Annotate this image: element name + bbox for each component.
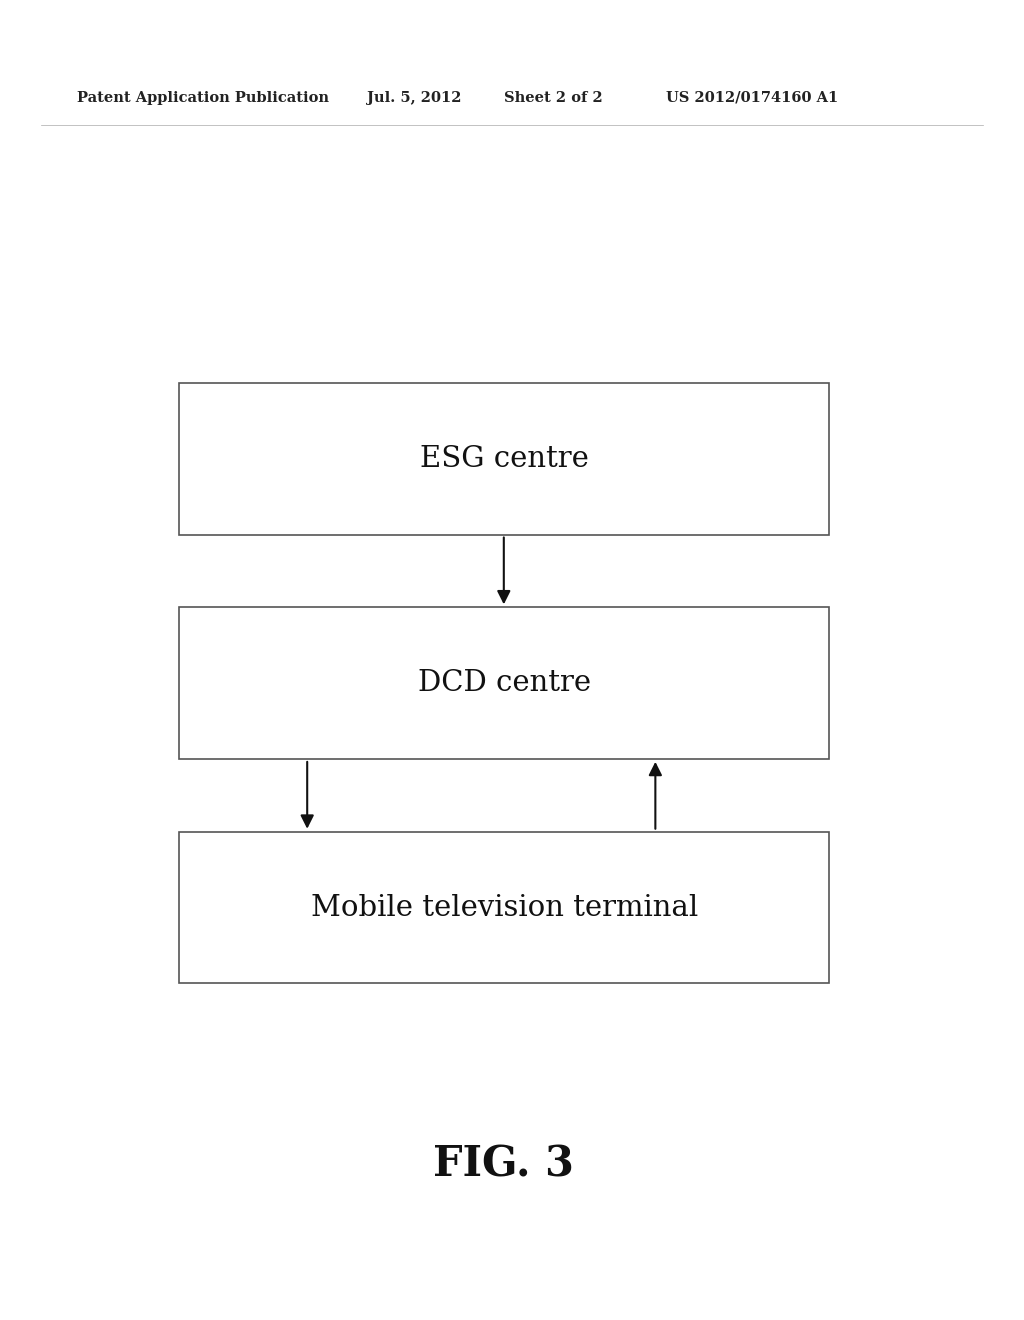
Text: Sheet 2 of 2: Sheet 2 of 2	[504, 91, 602, 104]
Text: ESG centre: ESG centre	[420, 445, 589, 473]
Text: Mobile television terminal: Mobile television terminal	[310, 894, 698, 921]
Text: Jul. 5, 2012: Jul. 5, 2012	[367, 91, 461, 104]
Text: US 2012/0174160 A1: US 2012/0174160 A1	[666, 91, 838, 104]
Bar	[179, 607, 829, 759]
Text: Patent Application Publication: Patent Application Publication	[77, 91, 329, 104]
Bar	[179, 383, 829, 535]
Text: DCD centre: DCD centre	[418, 669, 591, 697]
Bar	[179, 832, 829, 983]
Text: FIG. 3: FIG. 3	[433, 1143, 574, 1185]
